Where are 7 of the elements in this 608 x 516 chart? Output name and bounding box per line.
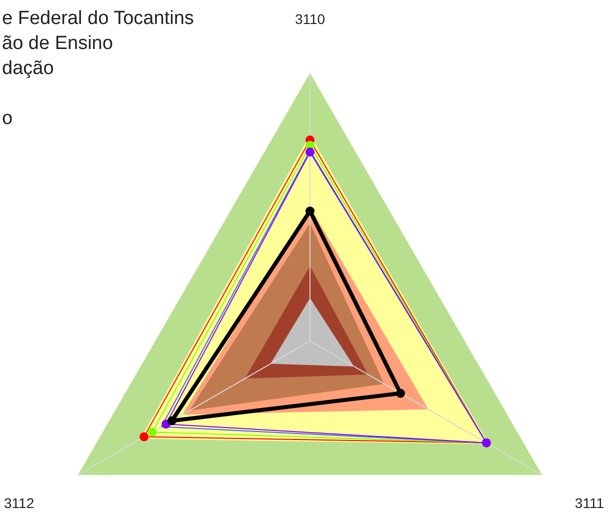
spoke-label: 3112: [4, 495, 34, 511]
spoke-label: 3110: [294, 11, 326, 27]
text: dação: [2, 58, 54, 79]
text: ão de Ensino: [2, 33, 113, 54]
text: e Federal do Tocantins: [2, 8, 194, 29]
text: o: [2, 108, 13, 129]
spoke-label: 3111: [574, 495, 604, 511]
